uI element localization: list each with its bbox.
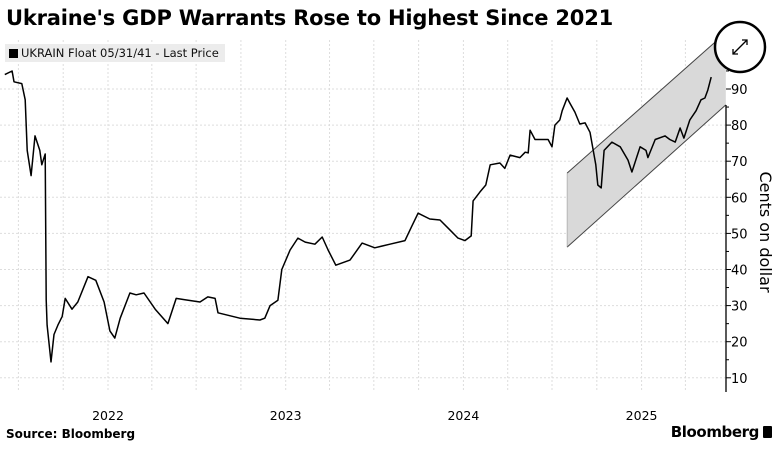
bloomberg-logo-icon: [763, 426, 772, 438]
trend-channel: [567, 32, 726, 248]
x-tick-label: 2025: [626, 408, 658, 423]
legend-swatch: [9, 48, 18, 58]
y-tick-label: 50: [731, 227, 748, 242]
y-tick-label: 10: [731, 372, 748, 387]
x-tick-label: 2022: [92, 408, 124, 423]
legend: UKRAIN Float 05/31/41 - Last Price: [5, 44, 225, 62]
brand-name: Bloomberg: [670, 423, 760, 441]
chart-title: Ukraine's GDP Warrants Rose to Highest S…: [6, 6, 614, 30]
y-tick-label: 40: [731, 264, 748, 279]
y-tick-label: 60: [731, 191, 748, 206]
y-tick-label: 30: [731, 300, 748, 315]
y-axis-label: Cents on dollar: [756, 171, 775, 293]
y-tick-label: 90: [731, 83, 748, 98]
expand-arrows-icon: [732, 39, 748, 55]
brand-logo: Bloomberg: [671, 423, 772, 441]
y-tick-label: 20: [731, 336, 748, 351]
x-tick-label: 2023: [270, 408, 302, 423]
legend-label: UKRAIN Float 05/31/41 - Last Price: [21, 46, 219, 60]
trend-channel-lower: [566, 104, 727, 248]
source-note: Source: Bloomberg: [6, 427, 136, 441]
y-tick-label: 80: [731, 119, 748, 134]
expand-button[interactable]: [713, 20, 767, 74]
series-line: [4, 70, 712, 363]
y-tick-label: 70: [731, 155, 748, 170]
x-tick-label: 2024: [447, 408, 479, 423]
